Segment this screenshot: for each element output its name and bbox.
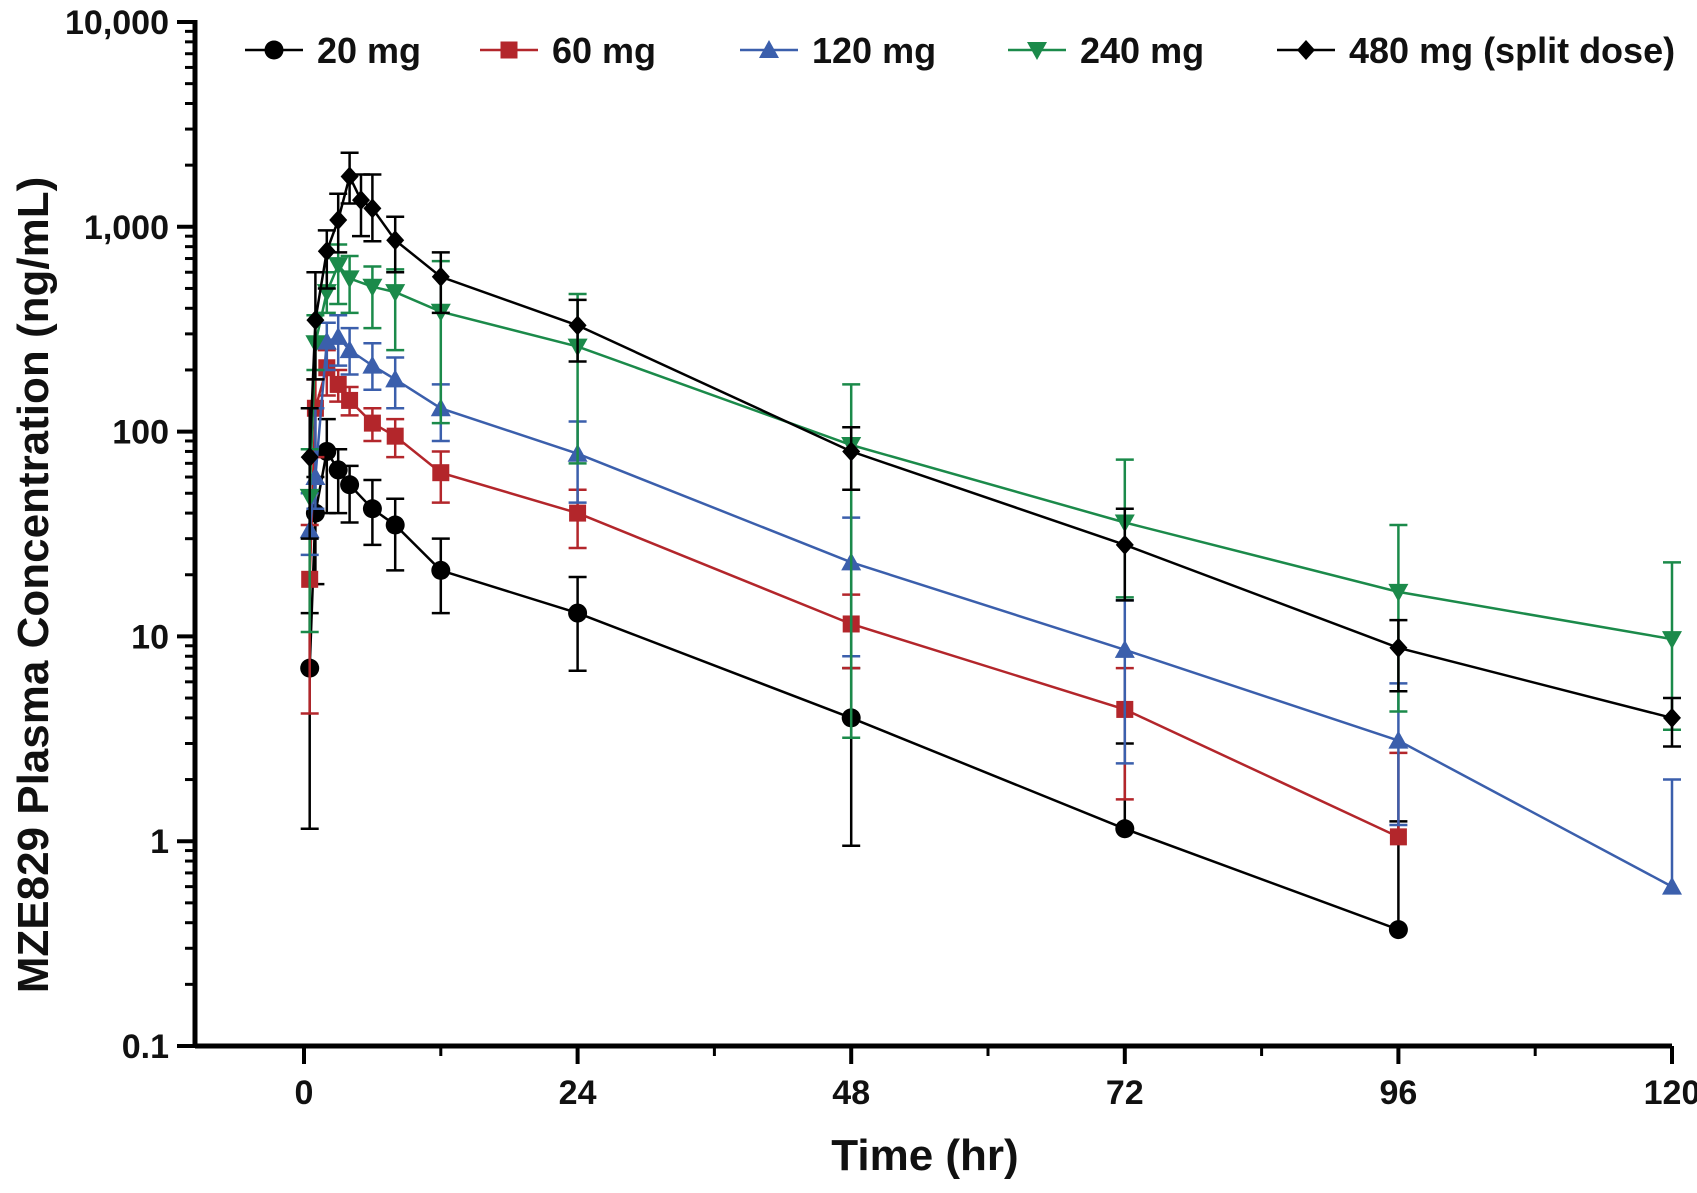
x-tick-label: 96: [1379, 1074, 1417, 1112]
data-point: [431, 560, 451, 580]
legend-label: 240 mg: [1080, 30, 1204, 71]
legend-marker: [759, 40, 779, 58]
data-point: [316, 331, 337, 350]
data-point: [352, 190, 370, 211]
y-axis-title: MZE829 Plasma Concentration (ng/mL): [9, 177, 58, 994]
data-point: [386, 427, 404, 445]
data-point: [569, 504, 587, 522]
data-point: [386, 230, 405, 251]
data-point: [363, 198, 382, 219]
data-point: [1115, 819, 1135, 839]
legend-item: 120 mg: [740, 30, 936, 71]
legend-label: 20 mg: [317, 30, 421, 71]
data-point: [328, 257, 349, 276]
data-point: [317, 241, 336, 262]
data-point: [306, 310, 325, 331]
data-point: [363, 414, 381, 432]
data-point: [1389, 828, 1407, 846]
y-tick-label: 1,000: [84, 209, 169, 247]
data-point: [1115, 534, 1134, 555]
data-point: [340, 166, 359, 187]
data-point: [339, 340, 360, 359]
legend-marker: [264, 40, 284, 60]
series-line: [308, 262, 1673, 641]
data-point: [385, 284, 406, 303]
data-point: [339, 270, 360, 289]
data-point: [568, 603, 588, 623]
legend-label: 480 mg (split dose): [1349, 30, 1675, 71]
data-point: [362, 278, 383, 297]
data-point: [385, 515, 405, 535]
data-point: [1388, 583, 1409, 602]
data-point: [1662, 631, 1682, 650]
data-point: [842, 441, 861, 462]
data-point: [568, 315, 587, 336]
x-tick-label: 48: [832, 1074, 870, 1112]
series-line: [308, 447, 1399, 931]
x-tick-label: 24: [559, 1074, 597, 1112]
x-tick-label: 72: [1106, 1074, 1144, 1112]
x-axis-title: Time (hr): [831, 1131, 1018, 1180]
data-point: [431, 266, 450, 287]
series-60-mg: [300, 348, 1408, 846]
x-tick-label: 0: [295, 1074, 314, 1112]
legend-item: 60 mg: [480, 30, 656, 71]
x-tick-label: 120: [1644, 1074, 1697, 1112]
data-point: [329, 209, 348, 230]
data-point: [362, 355, 383, 374]
legend-item: 240 mg: [1008, 30, 1204, 71]
series-line: [308, 172, 1673, 720]
legend-item: 20 mg: [245, 30, 421, 71]
data-point: [340, 475, 360, 495]
data-point: [329, 375, 347, 393]
data-point: [432, 464, 450, 482]
data-point: [300, 447, 319, 468]
legend-label: 120 mg: [812, 30, 936, 71]
axes: 0.1 1 10 100 1,000 10,000 0 24 48 72 96 120: [65, 4, 1697, 1112]
data-point: [385, 369, 406, 388]
data-point: [328, 460, 348, 480]
data-point: [328, 326, 349, 345]
data-point: [1388, 920, 1408, 940]
y-tick-label: 100: [112, 414, 169, 452]
data-point: [1662, 876, 1682, 895]
series-20-mg: [300, 417, 1408, 940]
legend-label: 60 mg: [552, 30, 656, 71]
legend-item: 480 mg (split dose): [1277, 30, 1675, 71]
data-point: [341, 391, 359, 409]
y-tick-label: 10: [131, 618, 169, 656]
legend-marker: [1297, 40, 1315, 60]
series-line: [308, 335, 1673, 888]
y-tick-label: 0.1: [122, 1028, 169, 1066]
data-point: [1663, 707, 1681, 728]
legend-marker: [1027, 42, 1047, 60]
legend-marker: [500, 41, 518, 59]
series-layer: [299, 151, 1682, 940]
data-point: [1389, 637, 1408, 658]
y-tick-label: 1: [150, 823, 169, 861]
legend: 20 mg 60 mg 120 mg 240 mg 480 mg (split dose…: [245, 30, 1675, 71]
data-point: [1114, 639, 1135, 658]
data-point: [362, 499, 382, 519]
series-480-mg-split-dose-: [300, 151, 1681, 748]
y-tick-label: 10,000: [65, 4, 169, 42]
data-point: [1388, 730, 1409, 749]
